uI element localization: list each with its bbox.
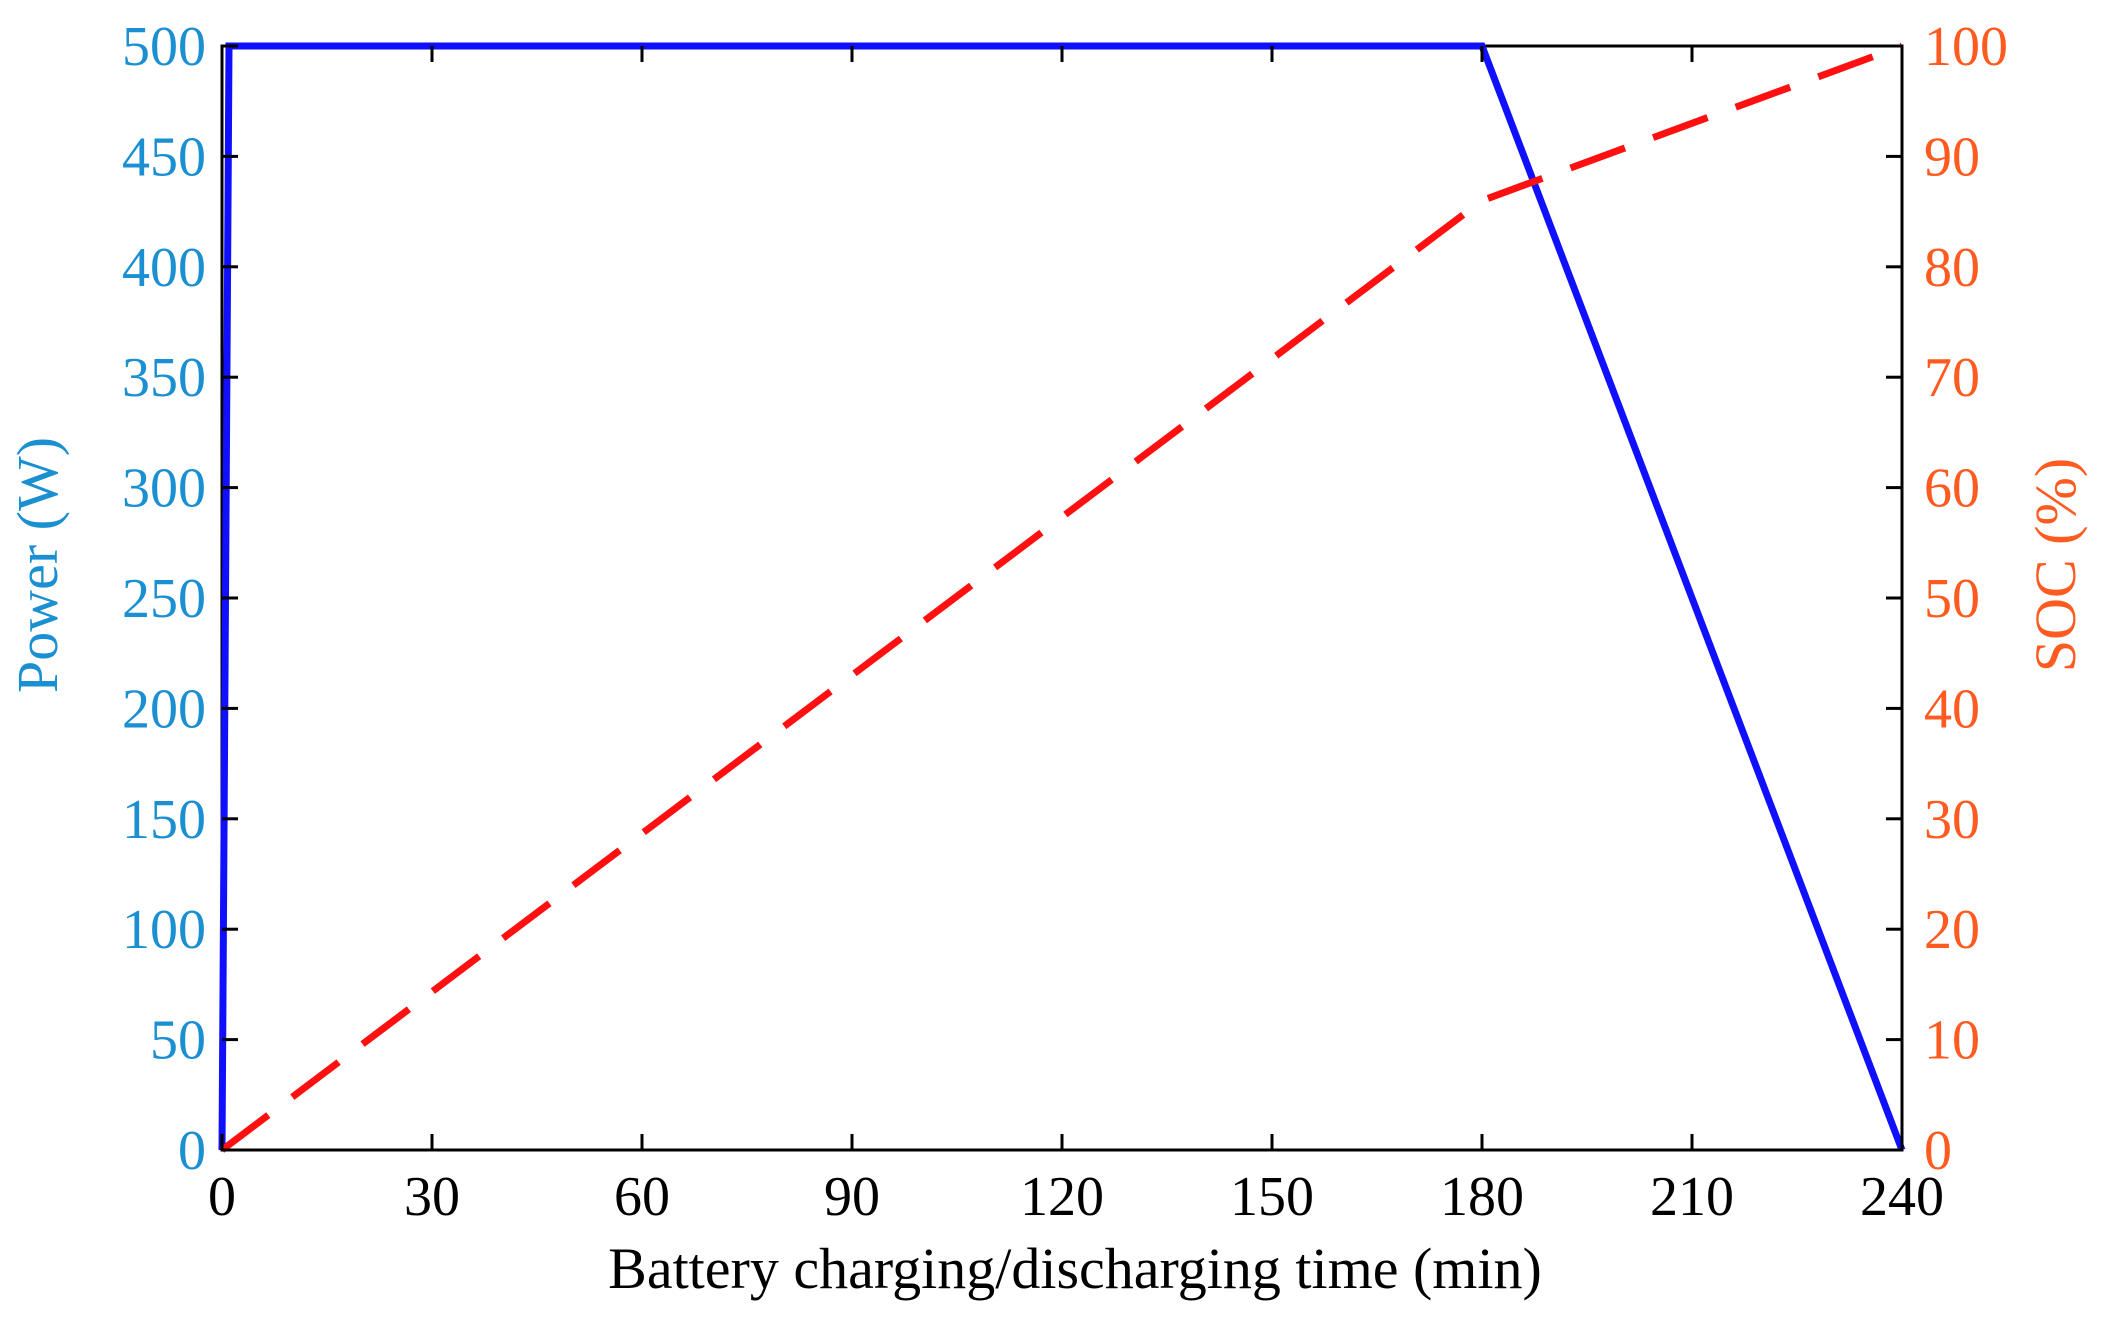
- right-y-tick-label: 10: [1924, 1010, 1980, 1072]
- left-y-axis-label: Power (W): [5, 437, 70, 693]
- right-y-tick-label: 90: [1924, 126, 1980, 188]
- x-axis-label: Battery charging/discharging time (min): [608, 1236, 1542, 1301]
- right-y-tick-label: 30: [1924, 789, 1980, 851]
- series-layer: [218, 42, 1906, 1153]
- left-y-tick-label: 500: [122, 16, 206, 78]
- right-y-axis-label: SOC (%): [2023, 458, 2088, 672]
- right-y-tick-label: 50: [1924, 568, 1980, 630]
- right-y-tick-label: 0: [1924, 1120, 1952, 1182]
- right-y-tick-label: 80: [1924, 237, 1980, 299]
- x-tick-label: 210: [1650, 1166, 1734, 1228]
- left-y-tick-label: 150: [122, 789, 206, 851]
- x-tick-label: 60: [614, 1166, 670, 1228]
- right-y-axis-ticks: 0 10 20 30 40 50 60 70 80 90 100: [1886, 16, 2008, 1182]
- left-y-tick-label: 100: [122, 899, 206, 961]
- left-y-tick-label: 250: [122, 568, 206, 630]
- power-series-line: [218, 42, 1906, 1152]
- right-y-tick-label: 100: [1924, 16, 2008, 78]
- left-y-tick-label: 350: [122, 347, 206, 409]
- x-tick-label: 150: [1230, 1166, 1314, 1228]
- left-y-axis-ticks: 0 50 100 150 200 250 300 350 400 450 500: [122, 16, 238, 1182]
- plot-border: [220, 44, 1904, 1152]
- x-tick-label: 0: [208, 1166, 236, 1228]
- left-y-tick-label: 50: [150, 1010, 206, 1072]
- right-y-tick-label: 20: [1924, 899, 1980, 961]
- plot-frame: [220, 44, 1904, 1152]
- x-tick-label: 240: [1860, 1166, 1944, 1228]
- left-y-tick-label: 300: [122, 458, 206, 520]
- x-tick-label: 30: [404, 1166, 460, 1228]
- x-tick-label: 90: [824, 1166, 880, 1228]
- right-y-tick-label: 40: [1924, 678, 1980, 740]
- left-y-tick-label: 400: [122, 237, 206, 299]
- left-y-tick-label: 450: [122, 126, 206, 188]
- x-tick-label: 120: [1020, 1166, 1104, 1228]
- soc-series-line: [219, 42, 1904, 1153]
- left-y-tick-label: 200: [122, 678, 206, 740]
- x-tick-label: 180: [1440, 1166, 1524, 1228]
- right-y-tick-label: 60: [1924, 458, 1980, 520]
- x-axis-ticks: 0 30 60 90 120 150 180 210 240: [208, 46, 1944, 1228]
- right-y-tick-label: 70: [1924, 347, 1980, 409]
- left-y-tick-label: 0: [178, 1120, 206, 1182]
